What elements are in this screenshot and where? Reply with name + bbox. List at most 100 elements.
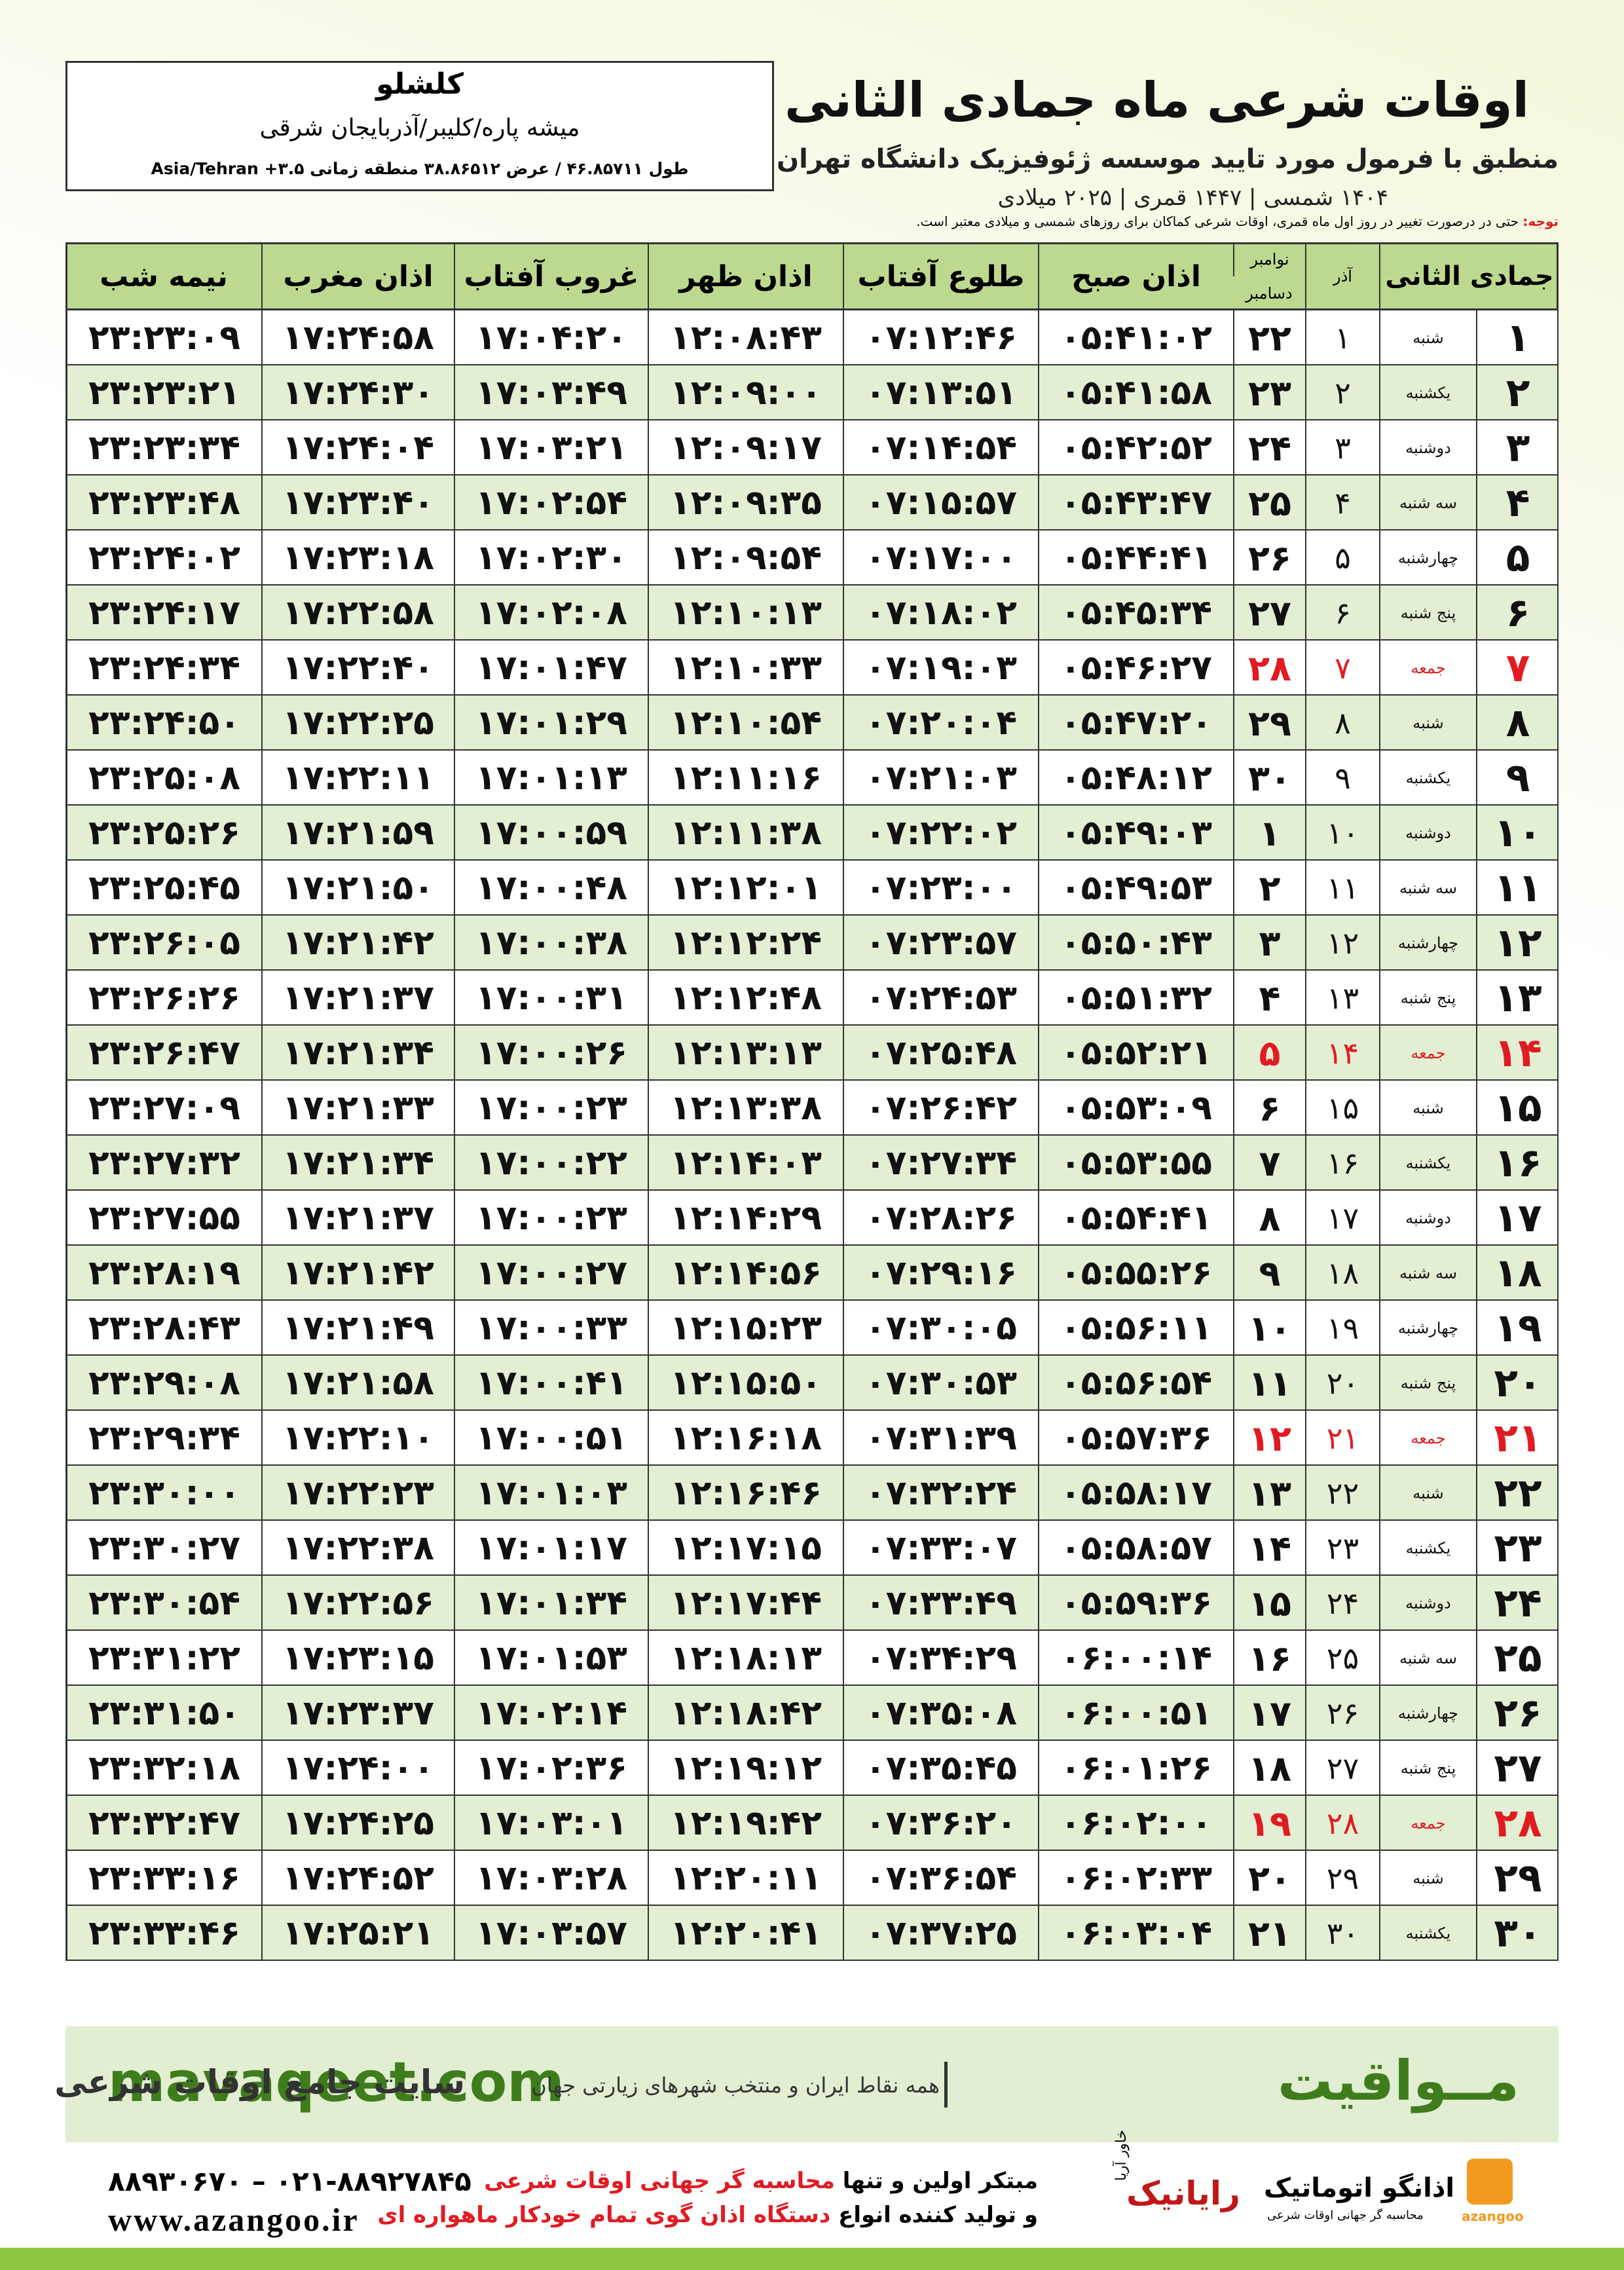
- table-cell: ۱۷:۰۳:۲۱: [454, 420, 648, 475]
- table-cell: ۰۵:۴۳:۴۷: [1038, 475, 1233, 530]
- table-cell: ۶: [1305, 586, 1379, 641]
- table-cell: ۱۲:۱۳:۳۸: [648, 1081, 843, 1136]
- table-cell: ۰۷:۱۳:۵۱: [843, 365, 1038, 420]
- table-cell: یکشنبه: [1379, 1521, 1476, 1576]
- slogan: سایت جامع اوقات شرعی: [54, 2063, 465, 2101]
- table-cell: ۲۳:۲۹:۳۴: [66, 1411, 261, 1466]
- table-cell: ۹: [1476, 751, 1559, 806]
- table-cell: ۱۲: [1305, 916, 1379, 971]
- table-cell: ۲: [1305, 365, 1379, 420]
- table-cell: ۱۷:۰۲:۳۶: [454, 1741, 648, 1796]
- table-cell: ۱۰: [1305, 806, 1379, 861]
- table-cell: ۲۳:۲۴:۱۷: [66, 586, 261, 641]
- table-cell: ۱۷:۲۱:۴۲: [261, 1246, 454, 1301]
- table-cell: ۲۰: [1305, 1356, 1379, 1411]
- table-cell: ۱۲:۱۷:۱۵: [648, 1521, 843, 1576]
- table-cell: ۱۷:۰۲:۰۸: [454, 586, 648, 641]
- table-cell: ۱۲:۱۰:۵۴: [648, 696, 843, 751]
- table-cell: ۲۸: [1305, 1796, 1379, 1851]
- table-row: [65, 586, 1559, 641]
- table-cell: ۲۷: [1233, 586, 1305, 641]
- table-cell: ۲۳:۲۴:۵۰: [66, 696, 261, 751]
- logo-khavar: خاور آریا: [1113, 2129, 1130, 2181]
- table-cell: ۱۳: [1476, 971, 1559, 1026]
- table-cell: ۱۷:۰۱:۴۷: [454, 641, 648, 696]
- table-cell: ۰۶:۰۳:۰۴: [1038, 1906, 1233, 1961]
- table-cell: ۱۷:۲۱:۴۲: [261, 916, 454, 971]
- table-cell: ۱۹: [1305, 1301, 1379, 1356]
- table-cell: ۰۶:۰۱:۲۶: [1038, 1741, 1233, 1796]
- table-cell: ۸: [1233, 1191, 1305, 1246]
- table-cell: ۱۷:۰۰:۵۱: [454, 1411, 648, 1466]
- table-cell: ۱۷:۰۰:۲۳: [454, 1191, 648, 1246]
- table-cell: ۸: [1305, 696, 1379, 751]
- table-cell: ۰۷:۱۹:۰۳: [843, 641, 1038, 696]
- table-cell: ۱۲:۱۴:۵۶: [648, 1246, 843, 1301]
- table-cell: ۱۷:۲۲:۱۰: [261, 1411, 454, 1466]
- table-cell: ۱۲:۱۹:۱۲: [648, 1741, 843, 1796]
- table-cell: ۱۷:۲۲:۳۸: [261, 1521, 454, 1576]
- table-cell: ۴: [1305, 475, 1379, 530]
- table-cell: ۰۷:۱۴:۵۴: [843, 420, 1038, 475]
- table-cell: ۱۲:۱۰:۱۳: [648, 586, 843, 641]
- table-cell: ۲۵: [1233, 475, 1305, 530]
- table-cell: ۱۱: [1476, 861, 1559, 916]
- table-cell: ۰۵:۴۷:۲۰: [1038, 696, 1233, 751]
- table-cell: شنبه: [1379, 310, 1476, 365]
- table-cell: ۱۷:۲۲:۴۰: [261, 641, 454, 696]
- table-cell: ۲۴: [1476, 1576, 1559, 1631]
- table-cell: ۱۲:۱۸:۱۳: [648, 1631, 843, 1686]
- table-row: [65, 751, 1559, 806]
- table-cell: ۲۳:۳۳:۱۶: [66, 1851, 261, 1906]
- years: ۱۴۰۴ شمسی | ۱۴۴۷ قمری | ۲۰۲۵ میلادی: [997, 185, 1388, 211]
- table-cell: ۲۳:۳۰:۲۷: [66, 1521, 261, 1576]
- table-cell: پنج شنبه: [1379, 586, 1476, 641]
- table-cell: ۱۲:۱۱:۳۸: [648, 806, 843, 861]
- table-cell: ۳۰: [1233, 751, 1305, 806]
- table-cell: ۳۰: [1476, 1906, 1559, 1961]
- table-cell: ۲۱: [1305, 1411, 1379, 1466]
- table-cell: ۸: [1476, 696, 1559, 751]
- table-cell: ۱۲:۰۹:۱۷: [648, 420, 843, 475]
- table-cell: ۰۵:۴۵:۳۴: [1038, 586, 1233, 641]
- table-cell: ۱۷:۲۲:۲۵: [261, 696, 454, 751]
- table-cell: ۱۷:۰۴:۲۰: [454, 310, 648, 365]
- table-cell: ۰۵:۴۴:۴۱: [1038, 530, 1233, 586]
- table-row: [65, 1191, 1559, 1246]
- table-cell: ۲۹: [1233, 696, 1305, 751]
- table-cell: ۲۳:۲۶:۴۷: [66, 1026, 261, 1081]
- table-cell: ۱۸: [1476, 1246, 1559, 1301]
- table-cell: ۱۲:۱۵:۲۳: [648, 1301, 843, 1356]
- table-cell: ۱۲:۱۶:۱۸: [648, 1411, 843, 1466]
- table-cell: شنبه: [1379, 1466, 1476, 1521]
- table-cell: ۲۳:۲۵:۲۶: [66, 806, 261, 861]
- table-cell: ۱۲: [1233, 1411, 1305, 1466]
- column-header: جمادی الثانی: [1379, 242, 1559, 310]
- note-text: حتی در درصورت تغییر در روز اول ماه قمری،…: [916, 214, 1519, 229]
- table-cell: ۹: [1233, 1246, 1305, 1301]
- logo-azangoo: اذانگو اتوماتیک: [1264, 2173, 1455, 2203]
- table-cell: سه شنبه: [1379, 1631, 1476, 1686]
- column-header: غروب آفتاب: [454, 242, 648, 310]
- logo-latin: azangoo: [1462, 2208, 1524, 2224]
- table-cell: ۲: [1476, 365, 1559, 420]
- column-header: اذان صبح: [1038, 242, 1233, 310]
- table-cell: ۱: [1476, 310, 1559, 365]
- table-row: [65, 420, 1559, 475]
- column-header: اذان مغرب: [261, 242, 454, 310]
- table-cell: ۶: [1233, 1081, 1305, 1136]
- table-cell: ۱۲:۲۰:۴۱: [648, 1906, 843, 1961]
- table-row: [65, 1741, 1559, 1796]
- table-cell: ۴: [1476, 475, 1559, 530]
- table-cell: ۱۱: [1305, 861, 1379, 916]
- column-header: طلوع آفتاب: [843, 242, 1038, 310]
- table-cell: ۱۷:۰۲:۵۴: [454, 475, 648, 530]
- table-cell: ۲۳:۲۴:۳۴: [66, 641, 261, 696]
- table-cell: ۳۰: [1305, 1906, 1379, 1961]
- table-cell: یکشنبه: [1379, 751, 1476, 806]
- table-cell: ۱۷:۲۲:۵۶: [261, 1576, 454, 1631]
- table-cell: ۱۲:۱۲:۲۴: [648, 916, 843, 971]
- table-row: [65, 1246, 1559, 1301]
- table-cell: ۰۷:۱۸:۰۲: [843, 586, 1038, 641]
